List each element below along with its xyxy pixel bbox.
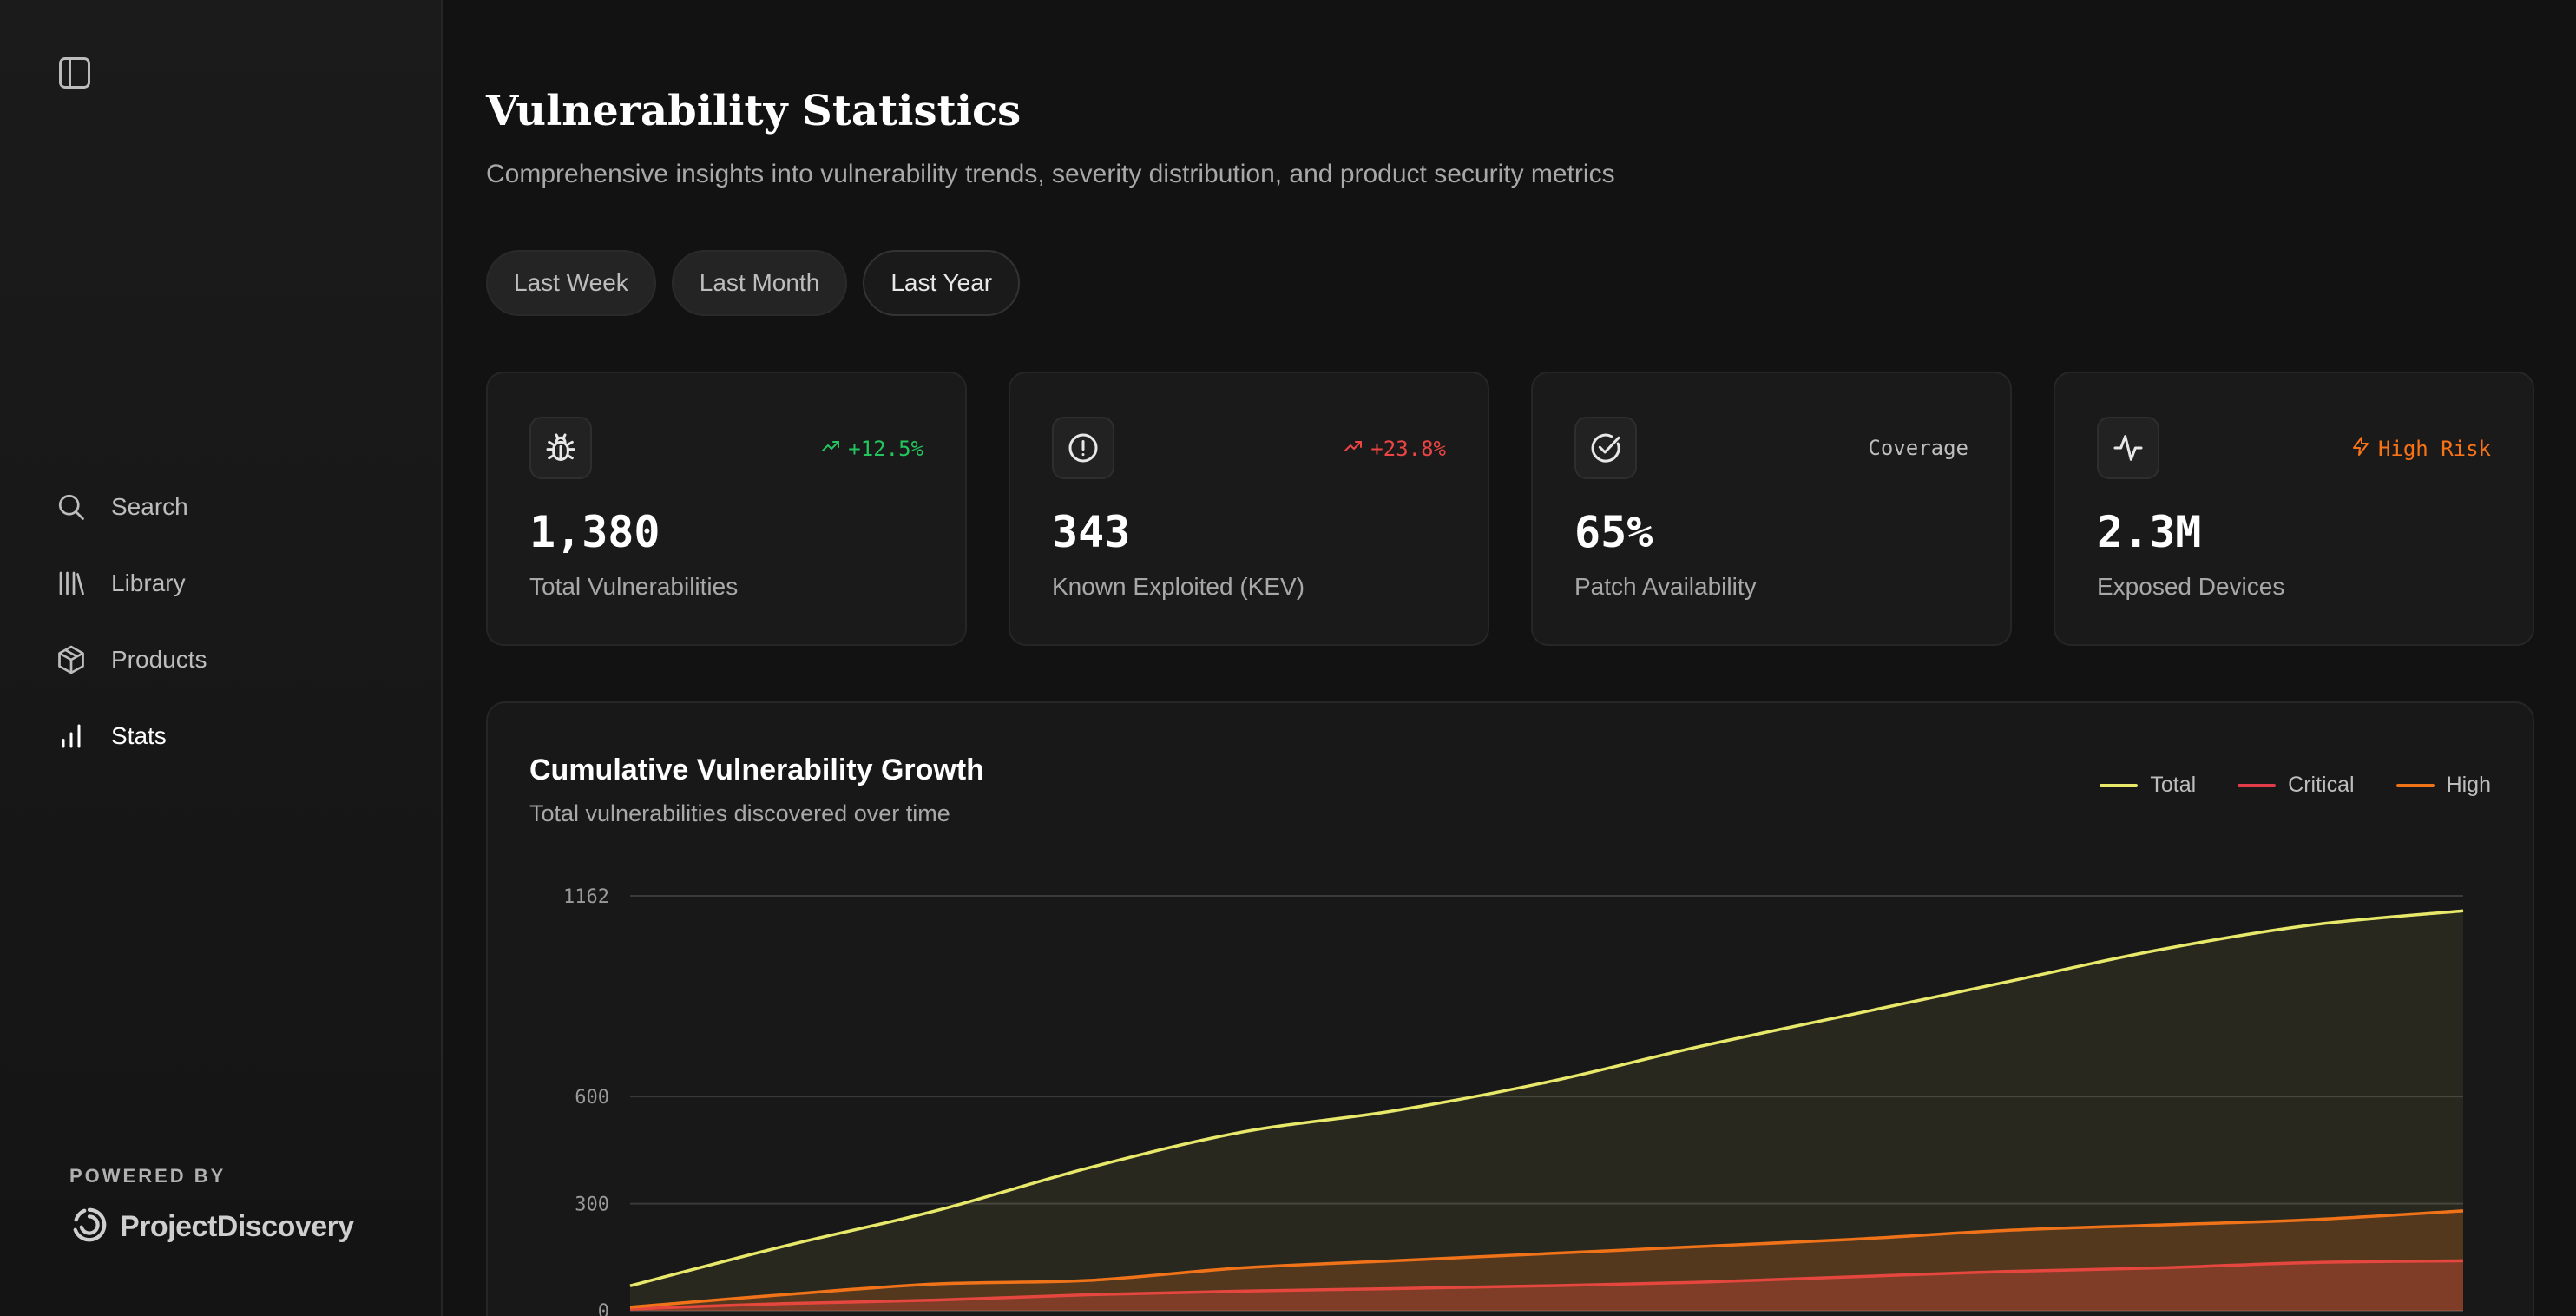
y-tick-label: 300 (575, 1194, 609, 1216)
legend-label: Total (2150, 773, 2197, 797)
cumulative-growth-chart: Cumulative Vulnerability Growth Total vu… (486, 701, 2534, 1316)
sidebar-toggle-icon[interactable] (54, 52, 95, 94)
y-tick-label: 0 (598, 1301, 609, 1316)
package-icon (54, 642, 89, 677)
stat-badge-text: High Risk (2377, 437, 2491, 461)
alert-circle-icon (1052, 417, 1114, 479)
stat-card-patch-availability: Coverage 65% Patch Availability (1531, 372, 2012, 646)
stat-card-total-vulnerabilities: +12.5% 1,380 Total Vulnerabilities (486, 372, 967, 646)
area-high (630, 1210, 2463, 1311)
chart-legend: Total Critical High (2100, 773, 2491, 798)
chart-subtitle: Total vulnerabilities discovered over ti… (529, 800, 950, 826)
trending-up-icon (820, 436, 841, 462)
legend-swatch (2100, 783, 2139, 787)
page-subtitle: Comprehensive insights into vulnerabilit… (486, 160, 1615, 188)
check-circle-icon (1574, 417, 1637, 479)
sidebar-item-search[interactable]: Search (54, 469, 418, 545)
main-content: Vulnerability Statistics Comprehensive i… (486, 0, 2534, 1316)
stat-badge: +23.8% (1343, 436, 1446, 462)
stat-badge: +12.5% (820, 436, 923, 462)
zap-icon (2350, 436, 2371, 462)
legend-item-total[interactable]: Total (2100, 773, 2196, 798)
stat-label: Exposed Devices (2097, 573, 2285, 600)
stat-badge: Coverage (1868, 436, 1968, 460)
filter-last-week-button[interactable]: Last Week (486, 250, 656, 316)
page-title: Vulnerability Statistics (486, 87, 1022, 135)
stat-badge: High Risk (2350, 436, 2491, 462)
bar-chart-icon (54, 719, 89, 753)
legend-swatch (2395, 783, 2435, 787)
filter-last-month-button[interactable]: Last Month (671, 250, 848, 316)
filter-last-year-button[interactable]: Last Year (863, 250, 1021, 316)
y-tick-label: 600 (575, 1087, 609, 1109)
series-line-high (629, 1209, 2464, 1309)
brand-name: ProjectDiscovery (120, 1210, 354, 1243)
legend-label: Critical (2288, 773, 2355, 797)
stat-badge-text: Coverage (1868, 436, 1968, 460)
area-total (630, 911, 2463, 1311)
sidebar-item-products[interactable]: Products (54, 622, 418, 698)
powered-by-label: POWERED BY (69, 1165, 227, 1187)
sidebar-item-stats[interactable]: Stats (54, 698, 418, 774)
sidebar: Search Library Products Stats POWERED BY (0, 0, 443, 1316)
stat-card-known-exploited: +23.8% 343 Known Exploited (KEV) (1009, 372, 1489, 646)
chart-title: Cumulative Vulnerability Growth (529, 753, 984, 786)
series-line-critical (629, 1259, 2464, 1311)
legend-item-high[interactable]: High (2395, 773, 2491, 798)
chart-plot: 0 300 600 1162 (563, 886, 2464, 1316)
search-icon (54, 490, 89, 524)
series-line-total (629, 909, 2464, 1287)
stat-value: 2.3M (2097, 507, 2202, 557)
brand-logo[interactable]: ProjectDiscovery (69, 1205, 354, 1249)
stat-label: Patch Availability (1574, 573, 1757, 600)
stat-value: 65% (1574, 507, 1653, 557)
activity-icon (2097, 417, 2159, 479)
stat-badge-text: +23.8% (1370, 437, 1446, 461)
sidebar-nav: Search Library Products Stats (54, 469, 418, 774)
stat-label: Known Exploited (KEV) (1052, 573, 1305, 600)
sidebar-item-label: Products (111, 646, 207, 673)
stat-value: 1,380 (529, 507, 660, 557)
projectdiscovery-logo-icon (69, 1205, 109, 1249)
sidebar-item-label: Search (111, 493, 188, 520)
stat-card-exposed-devices: High Risk 2.3M Exposed Devices (2054, 372, 2534, 646)
legend-item-critical[interactable]: Critical (2238, 773, 2355, 798)
legend-swatch (2238, 783, 2277, 787)
stat-value: 343 (1052, 507, 1131, 557)
sidebar-item-library[interactable]: Library (54, 545, 418, 622)
y-tick-label: 1162 (563, 886, 609, 908)
library-icon (54, 566, 89, 601)
stat-badge-text: +12.5% (848, 437, 923, 461)
legend-label: High (2446, 773, 2491, 797)
stat-cards: +12.5% 1,380 Total Vulnerabilities +23.8… (486, 372, 2534, 646)
powered-by: POWERED BY ProjectDiscovery (69, 1165, 354, 1249)
trending-up-icon (1343, 436, 1364, 462)
bug-icon (529, 417, 592, 479)
sidebar-item-label: Stats (111, 722, 167, 749)
stat-label: Total Vulnerabilities (529, 573, 739, 600)
sidebar-item-label: Library (111, 569, 186, 596)
time-range-filters: Last Week Last Month Last Year (486, 250, 1021, 316)
